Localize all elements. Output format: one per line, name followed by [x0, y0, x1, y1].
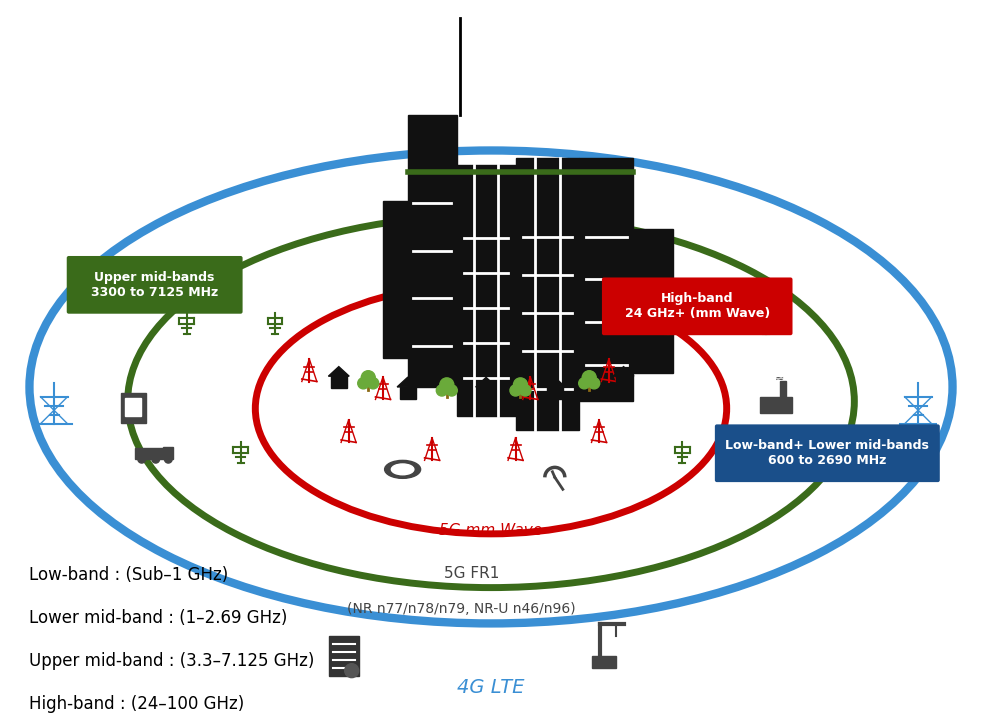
- Polygon shape: [544, 378, 566, 387]
- Text: ≈: ≈: [775, 374, 785, 384]
- Circle shape: [345, 663, 358, 678]
- Bar: [478, 387, 494, 399]
- Polygon shape: [475, 378, 497, 387]
- Ellipse shape: [392, 464, 413, 475]
- Bar: [516, 158, 579, 430]
- FancyBboxPatch shape: [715, 424, 940, 482]
- Circle shape: [519, 385, 531, 396]
- Circle shape: [440, 378, 454, 392]
- Bar: [547, 387, 563, 399]
- Bar: [125, 398, 140, 416]
- Circle shape: [446, 385, 458, 396]
- Text: 5G FR1: 5G FR1: [444, 566, 499, 581]
- Circle shape: [578, 378, 590, 389]
- Circle shape: [152, 455, 159, 463]
- Polygon shape: [328, 367, 350, 376]
- Circle shape: [367, 378, 379, 389]
- Bar: [457, 165, 516, 416]
- FancyBboxPatch shape: [602, 277, 792, 335]
- Text: 4G LTE: 4G LTE: [458, 679, 524, 697]
- Bar: [329, 635, 358, 676]
- Circle shape: [137, 455, 145, 463]
- Circle shape: [510, 385, 521, 396]
- Circle shape: [164, 455, 172, 463]
- Text: Lower mid-band : (1–2.69 GHz): Lower mid-band : (1–2.69 GHz): [29, 609, 288, 627]
- Bar: [633, 229, 673, 373]
- Bar: [331, 376, 347, 388]
- Bar: [592, 656, 616, 668]
- Bar: [579, 158, 633, 401]
- Text: Upper mid-band : (3.3–7.125 GHz): Upper mid-band : (3.3–7.125 GHz): [29, 652, 315, 670]
- Text: High-band : (24–100 GHz): High-band : (24–100 GHz): [29, 695, 245, 713]
- Text: High-band
24 GHz+ (mm Wave): High-band 24 GHz+ (mm Wave): [625, 292, 770, 320]
- Bar: [121, 393, 145, 424]
- Circle shape: [361, 370, 375, 385]
- Circle shape: [357, 378, 369, 389]
- Text: (NR n77/n78/n79, NR-U n46/n96): (NR n77/n78/n79, NR-U n46/n96): [348, 602, 575, 616]
- Text: Low-band : (Sub–1 GHz): Low-band : (Sub–1 GHz): [29, 566, 229, 584]
- FancyBboxPatch shape: [67, 256, 243, 314]
- Text: 5G mm Wave: 5G mm Wave: [439, 523, 543, 538]
- Bar: [823, 442, 837, 462]
- Bar: [408, 115, 457, 387]
- Text: Upper mid-bands
3300 to 7125 MHz: Upper mid-bands 3300 to 7125 MHz: [91, 271, 218, 299]
- Bar: [780, 381, 787, 397]
- Circle shape: [588, 378, 600, 389]
- Bar: [820, 436, 841, 464]
- Polygon shape: [613, 367, 634, 376]
- Polygon shape: [397, 378, 418, 387]
- Bar: [400, 387, 415, 399]
- Bar: [760, 397, 791, 414]
- Circle shape: [582, 370, 596, 385]
- Bar: [383, 200, 422, 358]
- Bar: [616, 376, 631, 388]
- Bar: [135, 448, 163, 459]
- Text: Low-band+ Lower mid-bands
600 to 2690 MHz: Low-band+ Lower mid-bands 600 to 2690 MH…: [726, 439, 929, 467]
- Circle shape: [436, 385, 448, 396]
- Bar: [163, 447, 173, 459]
- Ellipse shape: [385, 460, 420, 478]
- Circle shape: [514, 378, 527, 392]
